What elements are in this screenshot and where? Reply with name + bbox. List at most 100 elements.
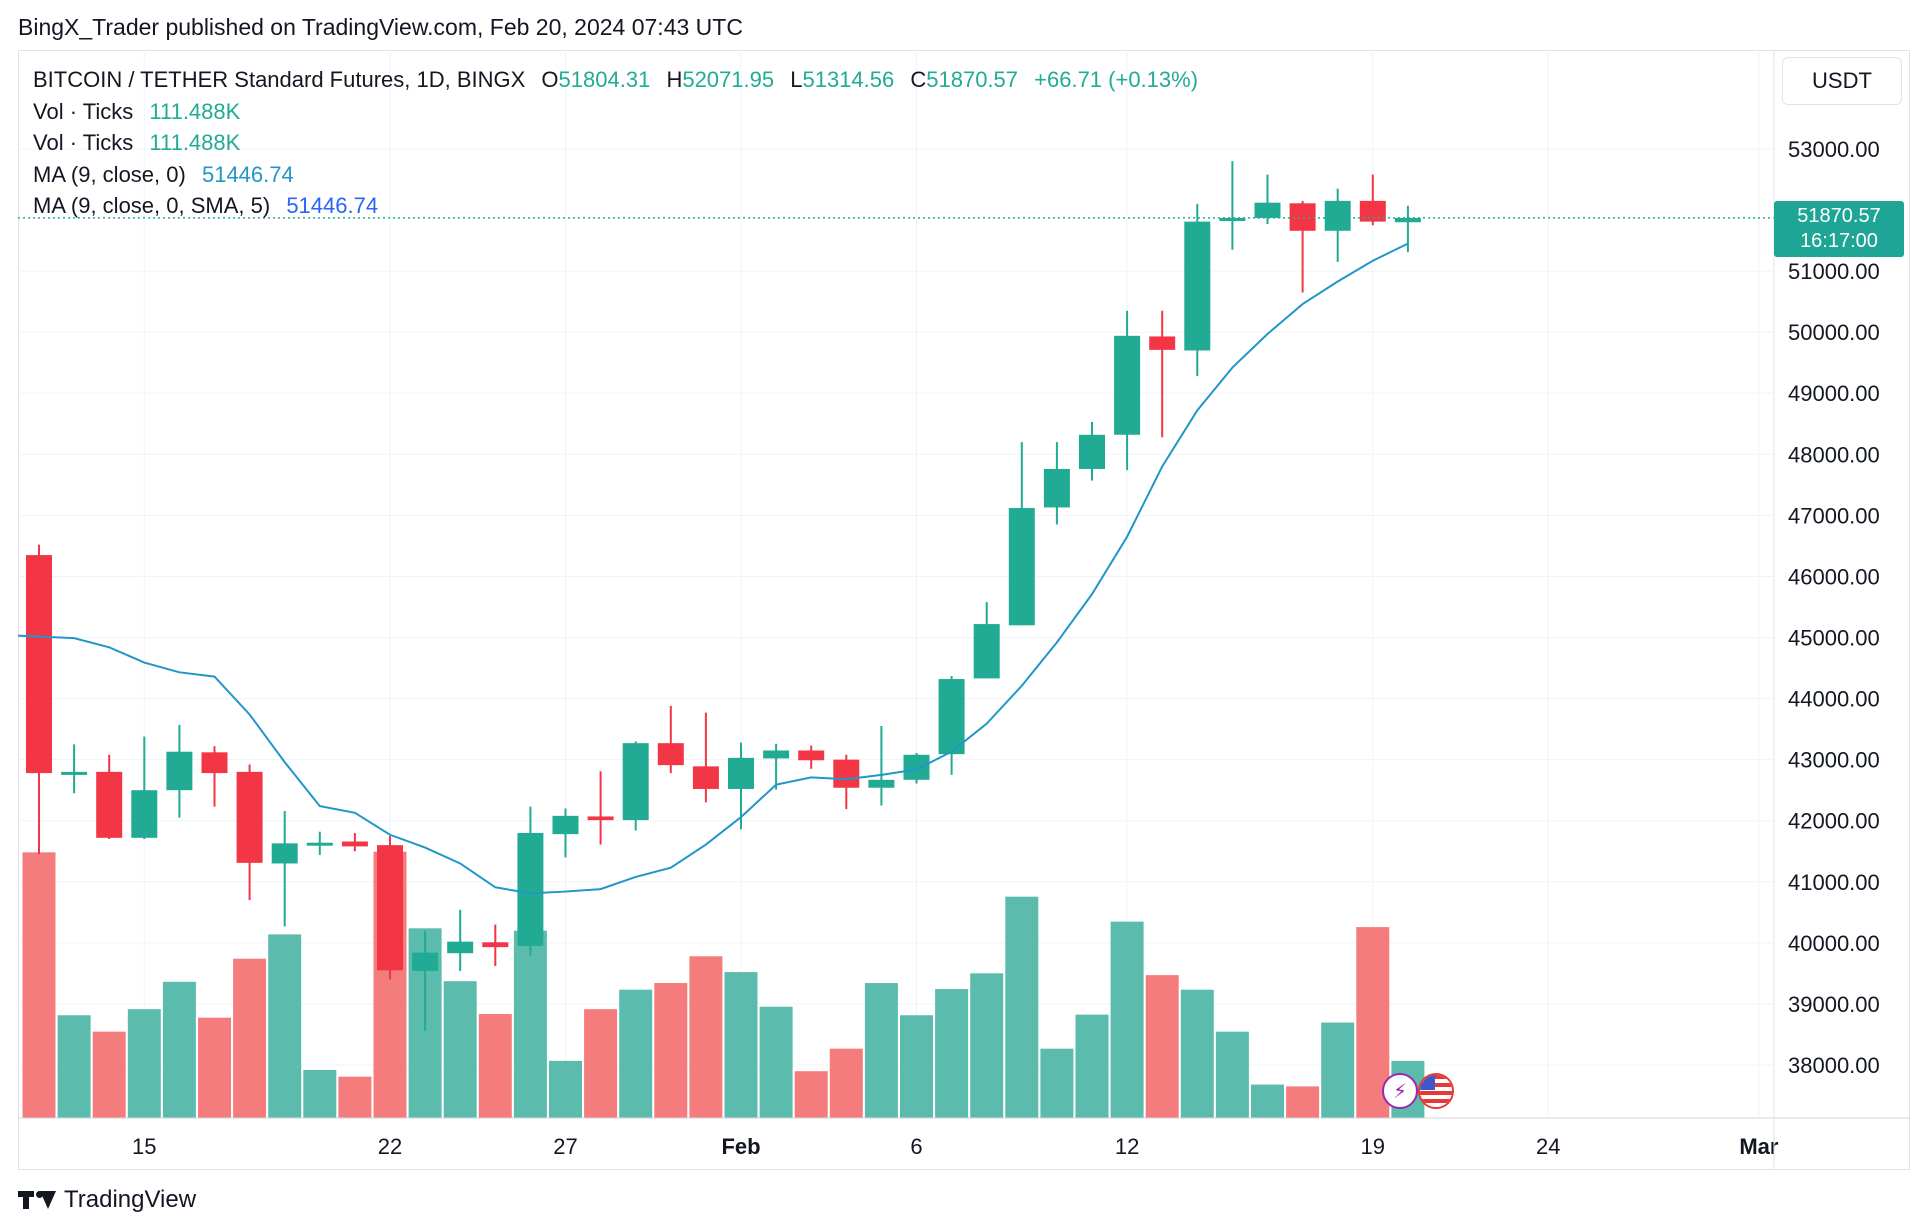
volume-bar: [57, 1015, 91, 1118]
volume-bar: [970, 973, 1004, 1118]
bar-countdown: 16:17:00: [1800, 230, 1878, 252]
y-tick-label: 50000.00: [1788, 320, 1880, 345]
y-tick-label: 51000.00: [1788, 259, 1880, 284]
candle-body: [412, 952, 439, 971]
y-tick-label: 45000.00: [1788, 626, 1880, 651]
y-tick-label: 39000.00: [1788, 992, 1880, 1017]
y-tick-label: 46000.00: [1788, 564, 1880, 589]
published-line: BingX_Trader published on TradingView.co…: [18, 14, 743, 40]
x-tick-label: 6: [910, 1134, 922, 1159]
candle-body: [1219, 217, 1246, 222]
legend-ma-row-1[interactable]: MA (9, close, 0) 51446.74: [33, 159, 1198, 191]
tradingview-brand[interactable]: TradingView: [18, 1186, 196, 1214]
volume-bar: [268, 934, 302, 1118]
volume-bar: [127, 1009, 161, 1118]
volume-indicator-label: Vol · Ticks: [33, 130, 134, 155]
volume-bar: [1215, 1031, 1249, 1118]
legend-change: +66.71 (+0.13%): [1034, 67, 1199, 92]
volume-bar: [759, 1006, 793, 1118]
volume-bar: [1145, 975, 1179, 1118]
candle-body: [482, 942, 509, 948]
legend-high-value: 52071.95: [682, 67, 775, 92]
candle-body: [1289, 203, 1316, 231]
x-tick-label: 12: [1115, 1134, 1139, 1159]
volume-bar: [794, 1071, 828, 1118]
legend-low-label: L: [790, 67, 803, 92]
candle-body: [1008, 508, 1035, 626]
legend-open-label: O: [541, 67, 559, 92]
volume-bar: [1040, 1048, 1074, 1118]
candle-body: [271, 843, 298, 864]
volume-bar: [900, 1015, 933, 1118]
last-price-value: 51870.57: [1797, 205, 1881, 227]
x-tick-label: 24: [1536, 1134, 1560, 1159]
candle-body: [306, 842, 333, 846]
candle-body: [973, 624, 1000, 679]
volume-bar: [584, 1009, 618, 1118]
legend-volume-row-1[interactable]: Vol · Ticks 111.488K: [33, 96, 1198, 128]
volume-layer: [22, 851, 1425, 1118]
volume-bar: [1321, 1022, 1355, 1118]
legend-ma-row-2[interactable]: MA (9, close, 0, SMA, 5) 51446.74: [33, 190, 1198, 222]
volume-bar: [303, 1069, 337, 1118]
candle-body: [657, 743, 684, 766]
candle-body: [587, 816, 614, 821]
brand-name: TradingView: [64, 1186, 197, 1213]
candle-body: [1254, 202, 1281, 218]
candle-body: [377, 845, 403, 971]
volume-bar: [338, 1076, 372, 1118]
volume-bar: [689, 956, 723, 1118]
candle-body: [833, 759, 860, 788]
volume-bar: [513, 930, 547, 1118]
y-tick-label: 40000.00: [1788, 931, 1880, 956]
ma-layer: [17, 217, 1774, 895]
y-tick-label: 49000.00: [1788, 381, 1880, 406]
candle-body: [1043, 468, 1070, 508]
x-tick-label: 22: [378, 1134, 402, 1159]
legend-symbol[interactable]: BITCOIN / TETHER Standard Futures, 1D, B…: [33, 67, 526, 92]
volume-bar: [198, 1017, 231, 1118]
x-tick-label: 19: [1361, 1134, 1385, 1159]
volume-indicator-value: 111.488K: [149, 130, 241, 155]
candle-body: [131, 790, 158, 838]
candle-body: [622, 743, 649, 821]
volume-bar: [233, 958, 267, 1118]
volume-bar: [1251, 1084, 1284, 1118]
volume-bar: [443, 981, 477, 1118]
lightning-event-icon[interactable]: ⚡: [1382, 1073, 1418, 1109]
ma-indicator-value: 51446.74: [286, 193, 379, 218]
volume-bar: [935, 989, 969, 1118]
candle-body: [692, 766, 719, 789]
y-tick-label: 38000.00: [1788, 1053, 1880, 1078]
volume-bar: [478, 1014, 512, 1118]
chart-legend: BITCOIN / TETHER Standard Futures, 1D, B…: [33, 64, 1198, 222]
candle-body: [1149, 336, 1176, 350]
legend-high-label: H: [666, 67, 683, 92]
candle-body: [798, 750, 825, 761]
candle-body: [341, 841, 368, 847]
candle-body: [96, 771, 123, 838]
last-price-tag: 51870.57 16:17:00: [1774, 201, 1904, 257]
candle-body: [1394, 217, 1421, 223]
candle-body: [1359, 200, 1386, 222]
y-tick-label: 53000.00: [1788, 137, 1880, 162]
y-tick-label: 44000.00: [1788, 687, 1880, 712]
candle-body: [201, 752, 228, 774]
volume-bar: [1005, 896, 1039, 1118]
volume-bar: [162, 981, 196, 1118]
ma-indicator-label: MA (9, close, 0): [33, 161, 186, 187]
candle-layer: [26, 161, 1421, 1031]
currency-button[interactable]: USDT: [1782, 57, 1902, 105]
volume-indicator-value: 111.488K: [149, 98, 241, 124]
y-tick-label: 42000.00: [1788, 809, 1880, 834]
candle-body: [1079, 434, 1105, 469]
candle-body: [1114, 335, 1141, 435]
y-tick-label: 48000.00: [1788, 442, 1880, 467]
legend-volume-row-2[interactable]: Vol · Ticks 111.488K: [33, 127, 1198, 159]
candle-body: [903, 754, 930, 780]
chart-frame: [18, 50, 1910, 1170]
volume-bar: [1286, 1086, 1320, 1118]
us-flag-event-icon[interactable]: [1418, 1073, 1454, 1109]
volume-bar: [1110, 921, 1144, 1118]
